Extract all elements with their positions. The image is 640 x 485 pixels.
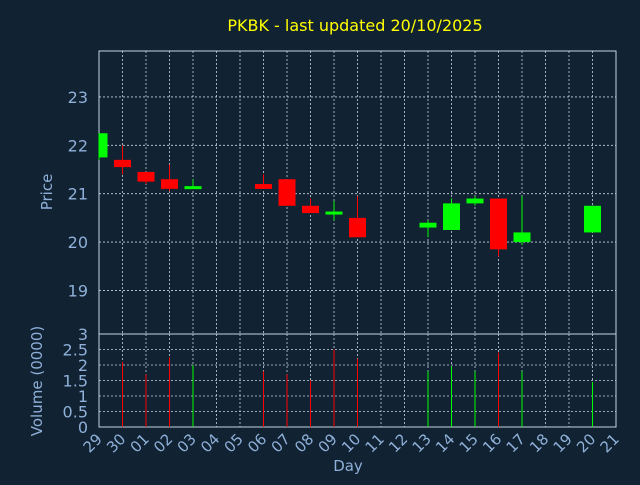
volume-axis-label: Volume (0000)	[28, 326, 46, 436]
x-tick-label: 15	[456, 430, 482, 456]
volume-bars	[122, 349, 593, 427]
candle-body	[513, 232, 531, 243]
volume-tick-label: 2.5	[63, 341, 88, 360]
x-tick-label: 11	[362, 430, 388, 456]
x-tick-label: 20	[573, 430, 599, 456]
candle-body	[490, 198, 507, 250]
candle-body	[325, 211, 343, 215]
volume-tick-label: 2	[78, 356, 88, 375]
candle-body	[184, 186, 202, 190]
x-tick-label: 18	[526, 430, 552, 456]
candle	[184, 179, 202, 190]
candle	[302, 198, 319, 214]
volume-ticks: 00.511.522.53	[63, 325, 88, 437]
x-tick-label: 08	[291, 430, 317, 456]
x-tick-label: 01	[127, 430, 153, 456]
x-tick-label: 10	[338, 430, 364, 456]
candle	[98, 133, 108, 160]
x-tick-label: 16	[479, 430, 505, 456]
volume-tick-label: 1.5	[63, 372, 88, 391]
x-ticks: 2930010203040506070809101112131415161718…	[80, 430, 623, 456]
candle-body	[255, 184, 272, 189]
price-tick-label: 21	[68, 185, 88, 204]
candle	[490, 198, 507, 257]
chart-title: PKBK - last updated 20/10/2025	[227, 16, 482, 35]
price-tick-label: 23	[68, 88, 88, 107]
candle-body	[443, 203, 460, 230]
x-tick-label: 14	[432, 430, 458, 456]
volume-tick-label: 3	[78, 325, 88, 344]
x-tick-label: 12	[385, 430, 411, 456]
candle	[349, 196, 366, 238]
volume-tick-label: 0.5	[63, 403, 88, 422]
volume-tick-label: 1	[78, 387, 88, 406]
candle	[114, 145, 131, 175]
price-ticks: 19 20 21 22 23	[68, 88, 88, 301]
candle-body	[466, 198, 484, 204]
x-tick-label: 13	[409, 430, 435, 456]
x-tick-label: 30	[103, 430, 129, 456]
candle-body	[114, 159, 131, 168]
volume-tick-label: 0	[78, 418, 88, 437]
candle-body	[161, 179, 178, 189]
candle	[419, 220, 437, 238]
x-tick-label: 21	[597, 430, 623, 456]
price-tick-label: 19	[68, 281, 88, 300]
candle	[443, 198, 460, 230]
x-tick-label: 09	[315, 430, 341, 456]
x-axis-label: Day	[333, 457, 363, 475]
candle	[466, 196, 484, 206]
candle-body	[137, 171, 155, 182]
price-tick-label: 22	[68, 136, 88, 155]
candle	[137, 171, 155, 185]
candle-body	[99, 133, 108, 158]
candles	[98, 133, 601, 257]
candle	[513, 196, 531, 245]
price-axis-label: Price	[38, 174, 56, 211]
price-tick-label: 20	[68, 233, 88, 252]
x-tick-label: 06	[244, 430, 270, 456]
candle	[584, 205, 601, 233]
x-tick-label: 07	[268, 430, 294, 456]
candle-body	[584, 205, 601, 233]
candle	[325, 200, 343, 221]
candle	[278, 179, 296, 206]
x-tick-label: 05	[221, 430, 247, 456]
candle-body	[349, 217, 366, 238]
x-tick-label: 02	[150, 430, 176, 456]
candle	[161, 164, 178, 192]
candle-body	[419, 222, 437, 228]
x-tick-label: 04	[197, 430, 223, 456]
x-tick-label: 19	[550, 430, 576, 456]
candle-body	[302, 205, 319, 214]
candle	[255, 174, 272, 189]
candle-body	[278, 179, 296, 206]
price-grid	[98, 50, 617, 335]
x-tick-label: 03	[174, 430, 200, 456]
x-tick-label: 17	[503, 430, 529, 456]
